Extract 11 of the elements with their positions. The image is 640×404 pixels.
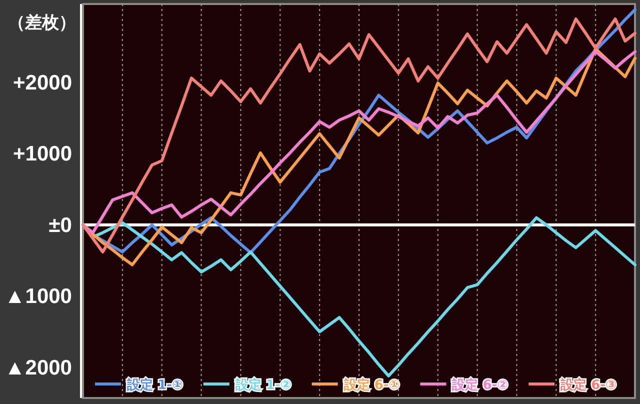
legend-label: 設定 6-③	[560, 377, 617, 393]
y-tick-label: ▲2000	[4, 356, 72, 380]
legend-label: 設定 6-①	[342, 377, 400, 393]
y-tick-label: +1000	[13, 142, 72, 166]
y-tick-label: ▲1000	[4, 285, 72, 308]
y-tick-label: +2000	[13, 71, 72, 94]
y-tick-label: ±0	[48, 214, 72, 237]
legend-label: 設定 1-①	[126, 377, 183, 393]
legend-label: 設定 1-②	[234, 377, 292, 393]
legend-label: 設定 6-②	[451, 377, 508, 393]
y-axis-title: （差枚）	[8, 13, 76, 33]
